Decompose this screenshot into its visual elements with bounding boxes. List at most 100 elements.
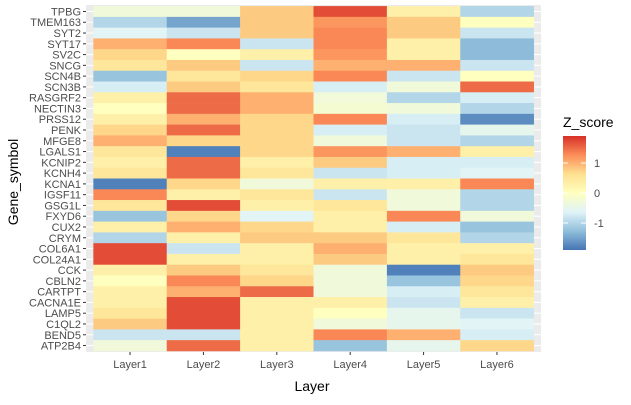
heatmap-cell <box>460 70 534 82</box>
heatmap-cell <box>240 210 314 222</box>
legend-tick-label: 1 <box>594 158 600 170</box>
heatmap-cell <box>386 6 461 18</box>
y-tick-label: FXYD6 <box>46 211 81 223</box>
y-tick-label: CUX2 <box>52 222 81 234</box>
heatmap-cell <box>460 297 534 309</box>
heatmap-cell <box>93 210 168 222</box>
y-tick-label: GSG1L <box>44 200 81 212</box>
y-tick-label: MFGE8 <box>43 136 81 148</box>
heatmap-cell <box>93 156 168 169</box>
heatmap-cell <box>386 167 461 179</box>
heatmap-cell <box>240 318 314 330</box>
heatmap-cell <box>313 103 388 115</box>
heatmap-cell <box>166 275 241 287</box>
heatmap-cell <box>93 103 168 115</box>
heatmap-cell <box>460 221 534 233</box>
heatmap-cell <box>240 81 314 93</box>
heatmap-cell <box>386 113 461 125</box>
heatmap-cell <box>166 16 241 28</box>
x-tick-label: Layer5 <box>407 359 441 371</box>
heatmap-cell <box>313 16 388 28</box>
y-tick-label: TPBG <box>51 6 81 18</box>
heatmap-cell <box>93 286 168 298</box>
y-tick-label: PRSS12 <box>39 114 81 126</box>
heatmap-cell <box>166 59 241 72</box>
heatmap-cell <box>240 124 314 136</box>
x-tick-label: Layer2 <box>187 359 221 371</box>
heatmap-cell <box>313 189 388 201</box>
heatmap-cell <box>166 49 241 61</box>
heatmap-cell <box>386 59 461 72</box>
heatmap-cell <box>240 6 314 18</box>
heatmap-cell <box>386 221 461 233</box>
heatmap-cell <box>93 221 168 233</box>
heatmap-cell <box>386 297 461 309</box>
heatmap-cell <box>93 59 168 72</box>
heatmap-cell <box>166 253 241 266</box>
heatmap-cell <box>460 275 534 287</box>
heatmap-cell <box>313 38 388 50</box>
y-tick-label: SYT17 <box>47 39 81 51</box>
y-tick-label: PENK <box>51 125 82 137</box>
heatmap-cell <box>93 146 168 158</box>
heatmap-cell <box>240 70 314 82</box>
heatmap-cell <box>166 297 241 309</box>
heatmap-cell <box>313 124 388 136</box>
heatmap-cell <box>460 59 534 72</box>
heatmap-cell <box>93 81 168 93</box>
heatmap-cell <box>313 232 388 244</box>
legend-tick-label: 0 <box>594 188 600 200</box>
heatmap-cell <box>166 264 241 276</box>
y-tick-label: SV2C <box>52 50 81 62</box>
heatmap-cell <box>240 200 314 212</box>
heatmap-cell <box>460 189 534 201</box>
heatmap-cell <box>386 307 461 319</box>
heatmap-cell <box>460 113 534 125</box>
heatmap-cell <box>313 167 388 179</box>
heatmap-cell <box>93 243 168 255</box>
heatmap-cell <box>313 49 388 61</box>
heatmap-cell <box>93 340 168 352</box>
heatmap-cell <box>386 189 461 201</box>
y-tick-label: ATP2B4 <box>41 341 81 353</box>
heatmap-cell <box>240 27 314 39</box>
heatmap-cell <box>240 167 314 179</box>
heatmap-cell <box>386 38 461 50</box>
heatmap-cell <box>93 70 168 82</box>
y-tick-label: KCNA1 <box>44 179 81 191</box>
legend-colorbar <box>563 136 586 250</box>
heatmap-cell <box>166 307 241 319</box>
heatmap-cell <box>93 135 168 147</box>
heatmap-cell <box>93 124 168 136</box>
heatmap-cell <box>386 243 461 255</box>
heatmap-cell <box>166 113 241 125</box>
y-tick-label: LGALS1 <box>39 147 81 159</box>
heatmap-cell <box>386 156 461 169</box>
heatmap-cell <box>460 167 534 179</box>
heatmap-cell <box>93 189 168 201</box>
heatmap-cell <box>240 49 314 61</box>
heatmap-cell <box>460 156 534 169</box>
heatmap-cell <box>93 167 168 179</box>
x-tick-label: Layer4 <box>333 359 367 371</box>
heatmap-cell <box>386 275 461 287</box>
heatmap-cell <box>386 49 461 61</box>
heatmap-cell <box>460 135 534 147</box>
heatmap-cell <box>460 307 534 319</box>
heatmap-cell <box>240 307 314 319</box>
heatmap-cell <box>313 200 388 212</box>
heatmap-cell <box>460 146 534 158</box>
heatmap-cell <box>386 318 461 330</box>
heatmap-cell <box>460 6 534 18</box>
heatmap-cell <box>166 329 241 341</box>
heatmap-cell <box>93 92 168 104</box>
heatmap-cell <box>93 264 168 276</box>
heatmap-cell <box>166 135 241 147</box>
y-axis-ticks: TPBGTMEM163SYT2SYT17SV2CSNCGSCN4BSCN3BRA… <box>29 6 86 353</box>
heatmap-cell <box>166 27 241 39</box>
y-tick-label: C1QL2 <box>46 319 81 331</box>
heatmap-cell <box>460 92 534 104</box>
heatmap-cell <box>460 38 534 50</box>
heatmap-cell <box>460 340 534 352</box>
heatmap-cell <box>166 167 241 179</box>
